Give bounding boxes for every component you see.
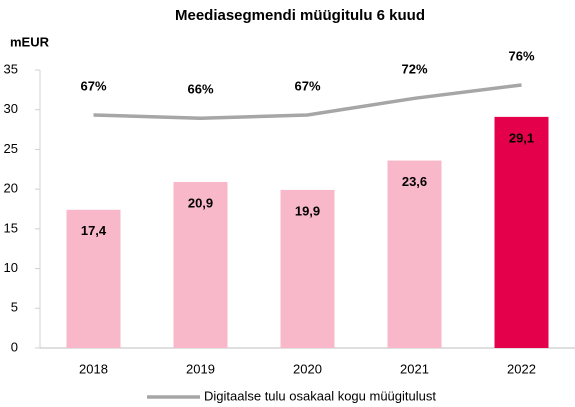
line-value-label: 72% xyxy=(401,62,427,77)
bar-value-label: 23,6 xyxy=(402,174,427,189)
bar xyxy=(66,209,121,348)
y-tick-label: 15 xyxy=(4,220,18,235)
bar xyxy=(494,116,549,348)
line-value-label: 67% xyxy=(80,78,106,93)
y-tick-label: 35 xyxy=(4,61,18,76)
y-tick-label: 0 xyxy=(11,339,18,354)
x-tick-label: 2021 xyxy=(400,361,429,376)
x-tick-label: 2020 xyxy=(293,361,322,376)
y-tick-label: 30 xyxy=(4,101,18,116)
y-tick-label: 25 xyxy=(4,141,18,156)
y-axis-label: mEUR xyxy=(10,34,50,49)
chart-title: Meediasegmendi müügitulu 6 kuud xyxy=(175,7,425,24)
y-tick-label: 5 xyxy=(11,300,18,315)
x-tick-label: 2022 xyxy=(507,361,536,376)
bar xyxy=(387,160,442,348)
legend-label: Digitaalse tulu osakaal kogu müügitulust xyxy=(204,388,436,403)
x-tick-label: 2018 xyxy=(79,361,108,376)
y-tick-label: 20 xyxy=(4,181,18,196)
line-series xyxy=(93,83,522,121)
bar xyxy=(173,181,228,348)
bar-value-label: 29,1 xyxy=(509,130,534,145)
y-tick-label: 10 xyxy=(4,260,18,275)
x-tick-label: 2019 xyxy=(186,361,215,376)
bar xyxy=(280,189,335,348)
line-value-label: 66% xyxy=(187,82,213,97)
bar-value-label: 20,9 xyxy=(188,195,213,210)
line-value-label: 67% xyxy=(294,78,320,93)
bar-value-label: 19,9 xyxy=(295,203,320,218)
bar-value-label: 17,4 xyxy=(81,223,107,238)
line-value-label: 76% xyxy=(508,48,534,63)
